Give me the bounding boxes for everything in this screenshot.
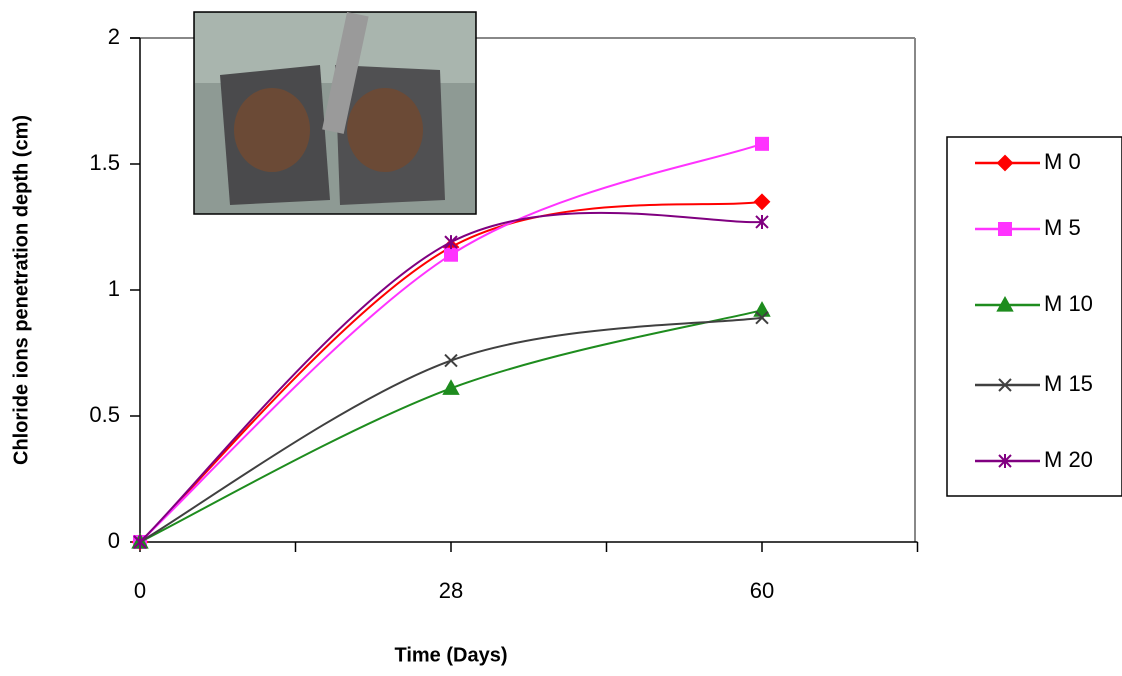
legend-label: M 0: [1044, 149, 1081, 174]
x-tick-label: 28: [439, 578, 463, 603]
legend-box: [946, 136, 1122, 497]
legend-label: M 20: [1044, 447, 1093, 472]
marker: [755, 311, 769, 325]
x-tick-label: 0: [134, 578, 146, 603]
y-axis-title: Chloride ions penetration depth (cm): [10, 115, 32, 465]
legend-label: M 10: [1044, 291, 1093, 316]
marker: [996, 154, 1014, 172]
series-line: [139, 316, 763, 543]
y-tick-label: 1: [108, 276, 120, 301]
marker: [996, 295, 1014, 312]
marker: [444, 247, 458, 262]
marker: [444, 353, 458, 368]
marker: [753, 193, 771, 211]
y-tick-label: 0.5: [89, 402, 120, 427]
marker: [442, 379, 460, 395]
inset-photo: [193, 11, 477, 215]
marker: [755, 214, 769, 229]
x-tick-label: 60: [750, 578, 774, 603]
legend-label: M 15: [1044, 371, 1093, 396]
marker: [753, 301, 771, 317]
marker: [755, 136, 769, 151]
marker: [444, 235, 458, 250]
marker: [133, 535, 147, 549]
marker: [998, 222, 1012, 236]
y-tick-label: 2: [108, 24, 120, 49]
y-tick-label: 0: [108, 528, 120, 553]
y-tick-label: 1.5: [89, 150, 120, 175]
x-axis-title: Time (Days): [394, 644, 507, 666]
series-line: [139, 309, 763, 543]
marker: [998, 378, 1012, 392]
marker: [998, 454, 1012, 468]
legend-label: M 5: [1044, 215, 1081, 240]
